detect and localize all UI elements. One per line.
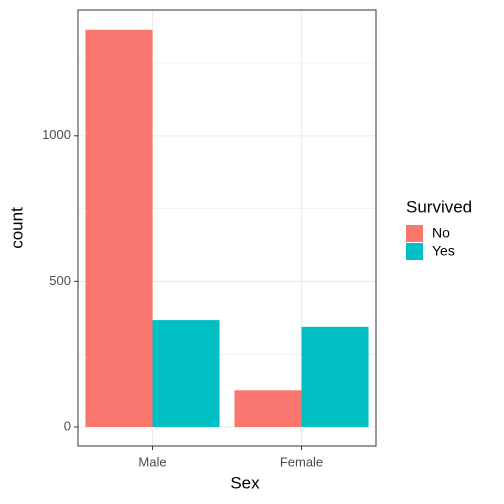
legend-key	[406, 243, 423, 260]
legend-key	[406, 225, 423, 242]
y-tick-label: 1000	[42, 127, 71, 142]
bar	[301, 326, 369, 427]
panel-border	[77, 9, 377, 447]
x-tick-label: Male	[138, 454, 166, 469]
y-tick-label: 500	[49, 273, 71, 288]
y-axis-title: count	[7, 207, 26, 249]
x-tick-label: Female	[280, 454, 323, 469]
bar	[152, 320, 220, 427]
x-axis-title: Sex	[230, 473, 260, 492]
legend-label: Yes	[432, 243, 455, 259]
legend-label: No	[432, 225, 450, 241]
y-tick-label: 0	[64, 418, 71, 433]
bar	[234, 390, 302, 427]
bar	[85, 29, 153, 427]
legend-title: Survived	[406, 197, 472, 216]
